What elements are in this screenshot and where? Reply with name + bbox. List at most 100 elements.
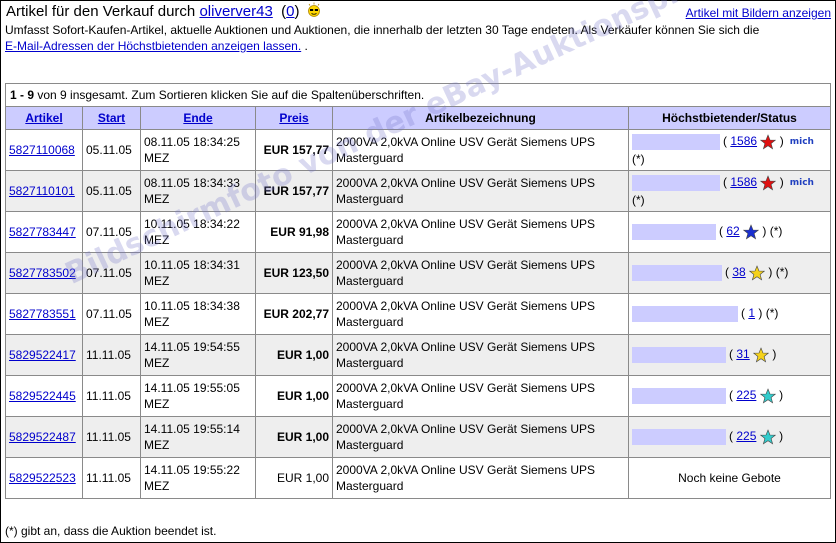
cell-item: 5829522417 — [5, 334, 83, 376]
footnote: (*) gibt an, dass die Auktion beendet is… — [5, 524, 217, 538]
item-number-link[interactable]: 5829522417 — [9, 348, 76, 362]
ended-marker: (*) — [632, 152, 645, 166]
feedback-rating-link[interactable]: 62 — [726, 224, 740, 239]
rating-close: ) — [779, 175, 784, 190]
cell-price: EUR 1,00 — [255, 334, 333, 376]
item-number-link[interactable]: 5827110101 — [9, 184, 75, 198]
feedback-rating-link[interactable]: 1586 — [730, 134, 758, 149]
bidder-id-masked — [632, 347, 726, 363]
feedback-rating-link[interactable]: 225 — [736, 388, 757, 403]
cell-end: 08.11.05 18:34:33 MEZ — [140, 170, 256, 212]
cell-start: 07.11.05 — [82, 211, 141, 253]
bidder-id-masked — [632, 175, 720, 191]
item-number-link[interactable]: 5827110068 — [9, 143, 75, 157]
col-header-end: Ende — [140, 106, 256, 130]
table-row: 5829522523 11.11.05 14.11.05 19:55:22 MEZ EU… — [5, 457, 831, 499]
feedback-star-icon — [749, 265, 766, 281]
table-info: 1 - 9 von 9 insgesamt. Zum Sortieren kli… — [5, 83, 831, 107]
feedback-star-icon — [760, 175, 777, 191]
rating-close: ) — [779, 388, 784, 403]
item-number-link[interactable]: 5829522523 — [9, 471, 76, 485]
feedback-count-link[interactable]: 0 — [286, 3, 295, 20]
cell-price: EUR 91,98 — [255, 211, 333, 253]
end-timezone: MEZ — [144, 274, 170, 288]
cell-title: 2000VA 2,0kVA Online USV Gerät Siemens U… — [332, 211, 629, 253]
sort-end-link[interactable]: Ende — [183, 111, 213, 125]
feedback-rating-link[interactable]: 1586 — [730, 175, 758, 190]
cell-title: 2000VA 2,0kVA Online USV Gerät Siemens U… — [332, 334, 629, 376]
end-datetime: 14.11.05 19:55:22 — [144, 463, 240, 477]
sort-item-link[interactable]: Artikel — [25, 111, 63, 125]
cell-end: 10.11.05 18:34:22 MEZ — [140, 211, 256, 253]
info-range: 1 - 9 — [10, 88, 35, 102]
cell-item: 5827110101 — [5, 170, 83, 212]
me-page-icon[interactable]: mich — [789, 137, 814, 147]
email-addresses-link[interactable]: E-Mail-Adressen der Höchstbietenden anze… — [5, 39, 302, 53]
table-row: 5827783447 07.11.05 10.11.05 18:34:22 MEZ EU… — [5, 211, 831, 253]
rating-open: ( — [729, 388, 733, 403]
rating-open: ( — [723, 175, 727, 190]
cell-start: 05.11.05 — [82, 170, 141, 212]
no-bids-text: Noch keine Gebote — [678, 471, 781, 485]
ended-marker: (*) — [769, 224, 783, 239]
cell-bidder: ( 1586 ) mich (*) — [628, 129, 831, 171]
feedback-rating-link[interactable]: 225 — [736, 429, 757, 444]
cell-bidder: ( 38 ) (*) — [628, 252, 831, 294]
cell-start: 07.11.05 — [82, 252, 141, 294]
rating-close: ) — [762, 224, 767, 239]
sort-price-link[interactable]: Preis — [279, 111, 309, 125]
description-text: Umfasst Sofort-Kaufen-Artikel, aktuelle … — [5, 23, 760, 37]
cell-bidder: ( 1 ) (*) — [628, 293, 831, 335]
info-rest: von 9 insgesamt. Zum Sortieren klicken S… — [34, 88, 425, 102]
item-number-link[interactable]: 5827783447 — [9, 225, 76, 239]
col-header-title: Artikelbezeichnung — [332, 106, 629, 130]
cell-price: EUR 1,00 — [255, 457, 333, 499]
feedback-star-icon — [760, 134, 777, 150]
col-header-start: Start — [82, 106, 141, 130]
cell-item: 5829522487 — [5, 416, 83, 458]
col-header-bidder: Höchstbietender/Status — [628, 106, 831, 130]
cell-title: 2000VA 2,0kVA Online USV Gerät Siemens U… — [332, 170, 629, 212]
cell-bidder: ( 31 ) — [628, 334, 831, 376]
end-datetime: 10.11.05 18:34:31 — [144, 258, 240, 272]
item-number-link[interactable]: 5827783502 — [9, 266, 76, 280]
table-row: 5827783551 07.11.05 10.11.05 18:34:38 MEZ EU… — [5, 293, 831, 335]
item-number-link[interactable]: 5827783551 — [9, 307, 76, 321]
cell-start: 07.11.05 — [82, 293, 141, 335]
me-page-icon[interactable]: mich — [789, 178, 814, 188]
table-info-row: 1 - 9 von 9 insgesamt. Zum Sortieren kli… — [5, 83, 831, 107]
feedback-rating-link[interactable]: 31 — [736, 347, 750, 362]
cell-item: 5829522445 — [5, 375, 83, 417]
end-timezone: MEZ — [144, 397, 170, 411]
title-prefix: Artikel für den Verkauf durch — [6, 3, 196, 20]
cell-price: EUR 1,00 — [255, 416, 333, 458]
bidder-id-masked — [632, 388, 726, 404]
description: Umfasst Sofort-Kaufen-Artikel, aktuelle … — [5, 22, 831, 54]
cell-item: 5827110068 — [5, 129, 83, 171]
feedback-rating-link[interactable]: 1 — [748, 306, 756, 321]
end-datetime: 08.11.05 18:34:25 — [144, 135, 240, 149]
feedback-close-paren: ) — [294, 3, 300, 20]
cell-bidder: ( 1586 ) mich (*) — [628, 170, 831, 212]
cell-end: 14.11.05 19:55:14 MEZ — [140, 416, 256, 458]
cell-title: 2000VA 2,0kVA Online USV Gerät Siemens U… — [332, 375, 629, 417]
rating-close: ) — [772, 347, 777, 362]
ended-marker: (*) — [765, 306, 779, 321]
cell-title: 2000VA 2,0kVA Online USV Gerät Siemens U… — [332, 416, 629, 458]
table-body: 5827110068 05.11.05 08.11.05 18:34:25 MEZ EU… — [5, 129, 831, 499]
col-header-price: Preis — [255, 106, 333, 130]
seller-link[interactable]: oliverver43 — [199, 3, 273, 20]
feedback-rating-link[interactable]: 38 — [732, 265, 746, 280]
feedback-star-icon — [759, 388, 776, 404]
show-pictures-link[interactable]: Artikel mit Bildern anzeigen — [685, 6, 831, 20]
table-row: 5829522417 11.11.05 14.11.05 19:54:55 MEZ EU… — [5, 334, 831, 376]
bidder-id-masked — [632, 134, 720, 150]
items-table: 1 - 9 von 9 insgesamt. Zum Sortieren kli… — [5, 83, 831, 499]
item-number-link[interactable]: 5829522445 — [9, 389, 76, 403]
sort-start-link[interactable]: Start — [97, 111, 126, 125]
item-number-link[interactable]: 5829522487 — [9, 430, 76, 444]
cell-end: 14.11.05 19:55:22 MEZ — [140, 457, 256, 499]
bidder-id-masked — [632, 265, 722, 281]
bidder-id-masked — [632, 306, 738, 322]
end-datetime: 10.11.05 18:34:22 — [144, 217, 240, 231]
